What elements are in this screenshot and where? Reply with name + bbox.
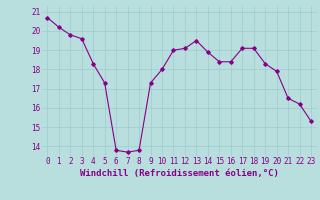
X-axis label: Windchill (Refroidissement éolien,°C): Windchill (Refroidissement éolien,°C) (80, 169, 279, 178)
